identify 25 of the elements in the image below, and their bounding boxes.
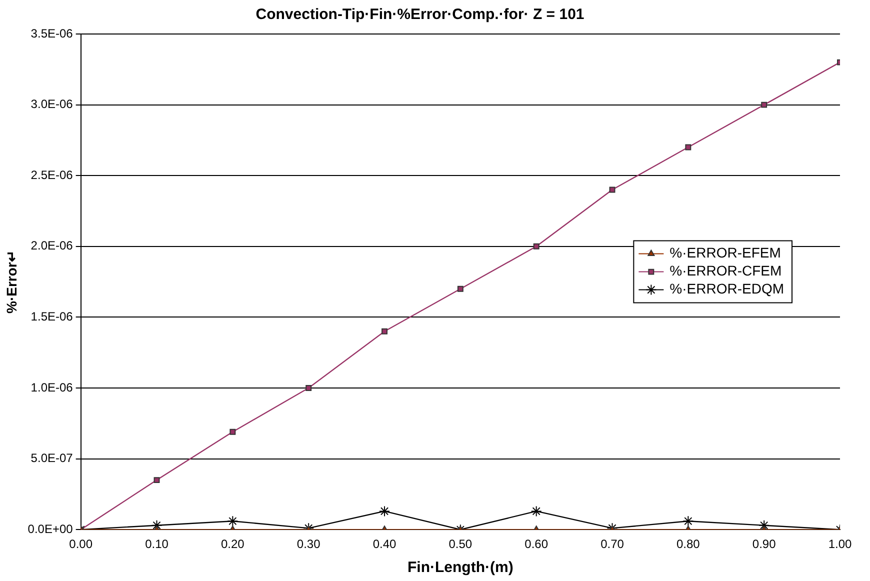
x-tick-label: 0.10 xyxy=(145,537,169,552)
y-tick-label: 3.0E-06 xyxy=(30,97,74,112)
y-tick-label: 1.0E-06 xyxy=(30,380,74,394)
x-tick-label: 0.90 xyxy=(752,537,776,552)
x-tick-label: 0.00 xyxy=(69,537,93,552)
x-tick-label: 0.70 xyxy=(600,537,624,552)
x-tick-label: 0.20 xyxy=(220,537,245,552)
y-tick-label: 2.5E-06 xyxy=(30,168,74,182)
x-tick-label: 1.00 xyxy=(828,537,852,552)
chart-title: Convection-Tip·Fin·%Error·Comp.·for· Z = 101 xyxy=(256,6,584,24)
x-tick-label: 0.80 xyxy=(676,537,700,552)
legend-label: %·ERROR-EDQM xyxy=(670,280,784,297)
y-axis-title: %·Error↵ xyxy=(3,250,20,314)
y-tick-label: 1.5E-06 xyxy=(30,310,74,324)
y-tick-label: 2.0E-06 xyxy=(30,238,74,253)
x-tick-label: 0.60 xyxy=(524,537,548,552)
y-tick-label: 5.0E-07 xyxy=(30,451,74,466)
legend-label: %·ERROR-CFEM xyxy=(670,262,782,279)
x-tick-label: 0.40 xyxy=(372,537,397,552)
y-tick-label: 0.0E+00 xyxy=(28,522,74,536)
x-tick-label: 0.50 xyxy=(448,537,472,552)
y-tick-label: 3.5E-06 xyxy=(30,26,74,40)
x-axis-title: Fin·Length·(m) xyxy=(408,559,514,576)
legend-label: %·ERROR-EFEM xyxy=(670,244,781,261)
x-tick-label: 0.30 xyxy=(296,537,321,552)
